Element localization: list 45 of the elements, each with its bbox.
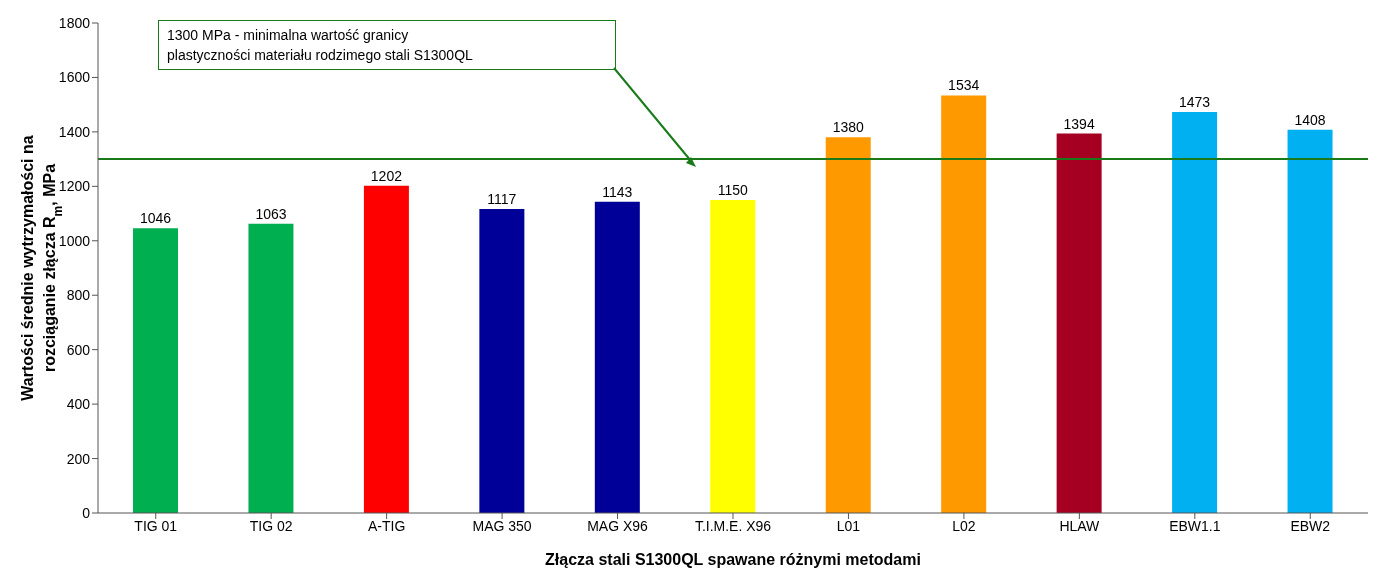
x-tick-label: MAG X96: [587, 517, 649, 534]
y-tick-label: 600: [66, 341, 91, 358]
data-label: 1380: [832, 119, 865, 136]
y-tick-label: 200: [66, 450, 91, 467]
bar: [1287, 129, 1333, 513]
y-tick-label: 1600: [58, 69, 91, 86]
x-axis-title: Złącza stali S1300QL spawane różnymi metodami: [545, 551, 921, 568]
y-tick-label: 1000: [58, 232, 91, 249]
data-label: 1473: [1179, 94, 1211, 111]
y-tick-label: 1200: [58, 178, 91, 195]
data-label: 1063: [255, 205, 287, 222]
data-label: 1117: [487, 190, 517, 207]
x-tick-label: EBW2: [1290, 517, 1331, 534]
x-tick-label: T.I.M.E. X96: [694, 517, 772, 534]
bar: [825, 137, 871, 513]
data-label: 1202: [370, 167, 403, 184]
data-label: 1150: [717, 181, 749, 198]
bar: [1056, 133, 1102, 513]
annotation: 1300 MPa - minimalna wartość granicy plastyczności materiału rodzimego stali S1300QL: [158, 20, 616, 70]
bar: [594, 201, 640, 513]
x-tick-label: HLAW: [1059, 517, 1101, 534]
y-tick-label: 800: [66, 287, 91, 304]
x-tick-label: TIG 02: [249, 517, 293, 534]
bar: [248, 223, 294, 513]
y-tick-label: 1800: [58, 14, 91, 31]
data-label: 1046: [139, 210, 172, 227]
y-tick-label: 400: [66, 396, 91, 413]
bar: [363, 185, 409, 513]
y-tick-label: 0: [82, 504, 91, 521]
data-label: 1143: [602, 183, 633, 200]
bar: [479, 208, 525, 513]
bar: [133, 228, 178, 513]
data-label: 1534: [948, 77, 980, 94]
data-label: 1394: [1063, 115, 1095, 132]
y-tick-label: 1400: [58, 123, 91, 140]
bar: [710, 199, 756, 513]
x-tick-label: TIG 01: [134, 517, 178, 534]
x-tick-label: L02: [952, 517, 976, 534]
bar: [1172, 112, 1218, 513]
x-tick-label: MAG 350: [472, 517, 532, 534]
data-label: 1408: [1294, 111, 1326, 128]
bar: [941, 95, 987, 513]
x-tick-label: L01: [836, 517, 861, 534]
x-tick-label: A-TIG: [367, 517, 406, 534]
x-tick-label: EBW1.1: [1169, 517, 1221, 534]
